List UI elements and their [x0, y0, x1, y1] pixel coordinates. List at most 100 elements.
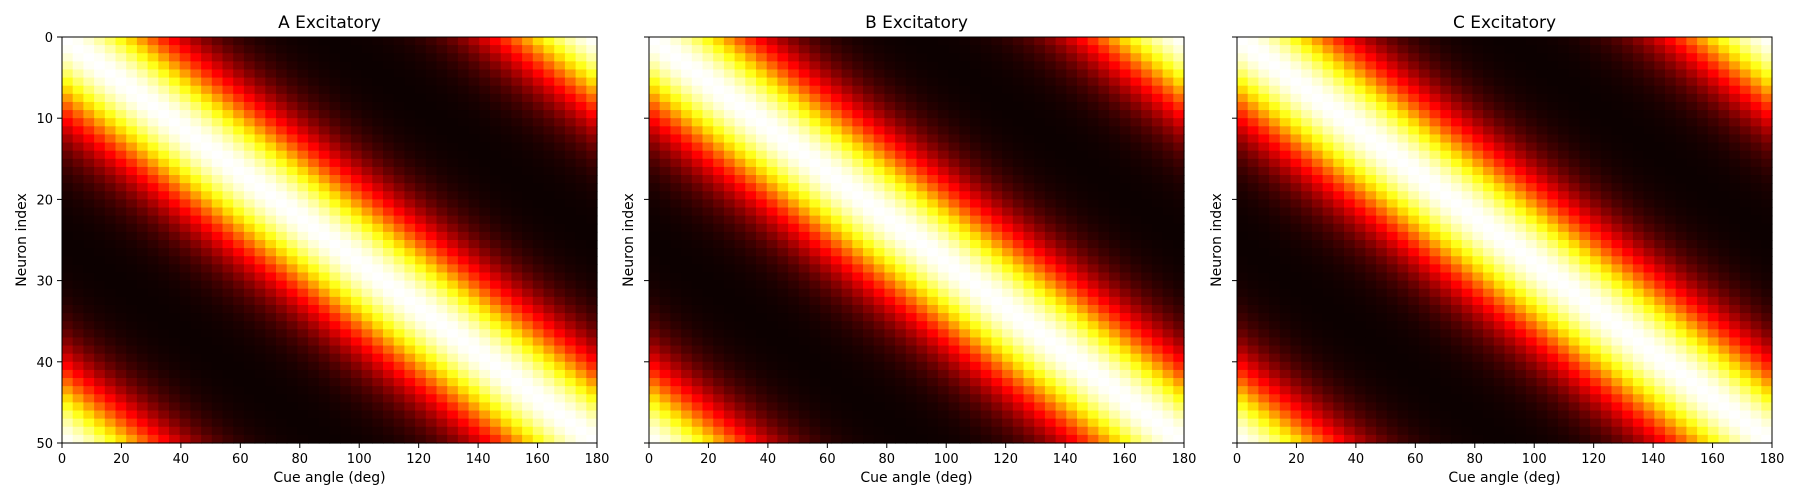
heatmap-cell: [500, 110, 512, 119]
heatmap-cell: [691, 93, 704, 103]
heatmap-cell: [1141, 256, 1153, 265]
heatmap-cell: [447, 240, 459, 249]
heatmap-cell: [1023, 240, 1035, 249]
heatmap-cell: [723, 85, 736, 95]
heatmap-cell: [265, 166, 277, 176]
heatmap-cell: [788, 345, 800, 355]
heatmap-cell: [147, 126, 159, 136]
heatmap-cell: [500, 304, 512, 314]
heatmap-cell: [1141, 110, 1153, 119]
heatmap-cell: [179, 199, 191, 209]
heatmap-cell: [350, 158, 363, 168]
heatmap-cell: [691, 256, 704, 265]
heatmap-cell: [554, 77, 566, 87]
heatmap-cell: [136, 288, 149, 298]
heatmap-cell: [361, 134, 373, 144]
heatmap-cell: [158, 37, 170, 46]
heatmap-cell: [126, 37, 138, 46]
heatmap-cell: [329, 304, 341, 314]
heatmap-cell: [169, 118, 181, 127]
heatmap-cell: [756, 378, 768, 387]
heatmap-cell: [532, 353, 545, 363]
heatmap-cell: [766, 215, 778, 225]
heatmap-cell: [1077, 77, 1089, 87]
heatmap-cell: [72, 223, 84, 233]
heatmap-cell: [265, 134, 277, 144]
heatmap-cell: [297, 386, 309, 395]
heatmap-cell: [702, 37, 714, 46]
heatmap-cell: [104, 101, 117, 111]
heatmap-cell: [62, 402, 74, 412]
heatmap-cell: [863, 53, 875, 62]
heatmap-cell: [308, 85, 320, 95]
heatmap-cell: [72, 329, 84, 339]
heatmap-cell: [1055, 426, 1067, 436]
heatmap-cell: [179, 256, 191, 265]
heatmap-cell: [1130, 353, 1142, 363]
heatmap-cell: [532, 150, 545, 160]
heatmap-cell: [745, 321, 757, 330]
heatmap-cell: [72, 175, 84, 184]
heatmap-cell: [756, 288, 768, 298]
heatmap-cell: [447, 53, 459, 62]
heatmap-cell: [372, 410, 384, 420]
heatmap-cell: [713, 313, 725, 322]
heatmap-cell: [147, 288, 159, 298]
heatmap-cell: [820, 45, 832, 54]
heatmap-cell: [1066, 85, 1078, 95]
heatmap-cell: [372, 158, 384, 168]
heatmap-cell: [1162, 53, 1174, 62]
heatmap-cell: [564, 215, 577, 225]
heatmap-cell: [554, 434, 566, 444]
heatmap-cell: [564, 231, 577, 241]
heatmap-cell: [1066, 280, 1078, 290]
heatmap-cell: [522, 207, 534, 217]
heatmap-cell: [169, 199, 181, 209]
heatmap-cell: [970, 313, 982, 322]
heatmap-cell: [222, 410, 234, 420]
heatmap-cell: [1077, 61, 1089, 71]
heatmap-cell: [522, 142, 534, 152]
heatmap-cell: [937, 426, 950, 436]
heatmap-cell: [916, 256, 928, 265]
heatmap-cell: [425, 329, 438, 339]
heatmap-cell: [62, 110, 74, 119]
heatmap-cell: [830, 296, 843, 306]
heatmap-cell: [276, 110, 288, 119]
heatmap-cell: [788, 329, 800, 339]
heatmap-cell: [937, 272, 950, 282]
heatmap-cell: [884, 215, 896, 225]
heatmap-cell: [147, 134, 159, 144]
heatmap-cell: [820, 264, 832, 274]
heatmap-cell: [970, 207, 982, 217]
heatmap-cell: [713, 410, 725, 420]
heatmap-cell: [852, 313, 864, 322]
heatmap-cell: [276, 142, 288, 152]
heatmap-cell: [991, 207, 1003, 217]
heatmap-cell: [723, 304, 736, 314]
heatmap-cell: [713, 353, 725, 363]
heatmap-cell: [1119, 418, 1132, 428]
heatmap-cell: [479, 134, 491, 144]
heatmap-cell: [575, 158, 587, 168]
heatmap-cell: [72, 304, 84, 314]
heatmap-cell: [222, 248, 234, 257]
heatmap-cell: [158, 280, 170, 290]
heatmap-cell: [522, 53, 534, 62]
heatmap-cell: [575, 264, 587, 274]
heatmap-cell: [468, 101, 480, 111]
heatmap-cell: [169, 264, 181, 274]
heatmap-cell: [265, 321, 277, 330]
heatmap-cell: [1087, 394, 1099, 403]
heatmap-cell: [1077, 402, 1089, 412]
heatmap-cell: [425, 256, 438, 265]
heatmap-cell: [340, 361, 352, 371]
heatmap-cell: [83, 69, 95, 79]
heatmap-cell: [734, 280, 746, 290]
heatmap-cell: [436, 61, 448, 71]
heatmap-cell: [1162, 183, 1174, 192]
heatmap-cell: [72, 386, 84, 395]
heatmap-cell: [104, 191, 117, 200]
heatmap-cell: [1012, 264, 1025, 274]
heatmap-cell: [62, 321, 74, 330]
